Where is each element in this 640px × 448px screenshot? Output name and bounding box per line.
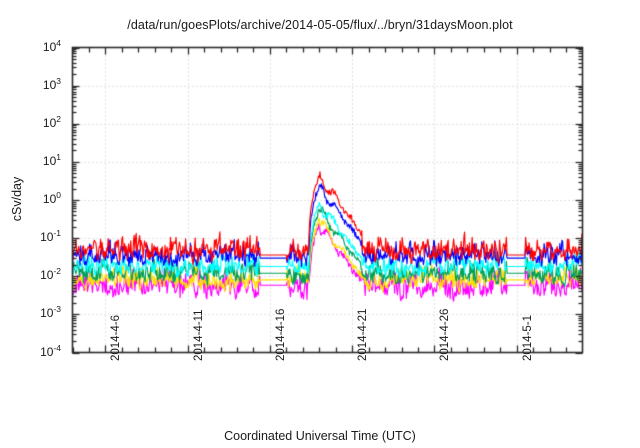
x-axis-tick-label: 2014-4-21 [357, 308, 370, 361]
y-axis-tick-label: 10-2 [40, 266, 61, 283]
x-axis-tick-label: 2014-5-1 [521, 314, 534, 361]
x-axis-tick-label: 2014-4-26 [439, 308, 452, 361]
y-axis-tick-label: 103 [42, 75, 61, 92]
page-title: /data/run/goesPlots/archive/2014-05-05/f… [127, 18, 513, 32]
x-axis-title: Coordinated Universal Time (UTC) [224, 429, 416, 443]
y-axis-tick-label: 10-1 [40, 228, 61, 245]
y-axis-tick-label: 102 [42, 113, 61, 130]
y-axis-tick-label: 104 [42, 37, 61, 54]
y-axis-tick-label: 100 [42, 190, 61, 206]
y-axis-tick-label: 10-3 [40, 304, 61, 321]
x-axis-tick-label: 2014-4-6 [110, 314, 123, 361]
y-axis-tick-label: 101 [42, 151, 61, 168]
x-axis-tick-label: 2014-4-16 [274, 308, 287, 361]
y-axis-tick-label: 10-4 [40, 342, 61, 359]
x-axis-tick-label: 2014-4-11 [192, 308, 205, 361]
